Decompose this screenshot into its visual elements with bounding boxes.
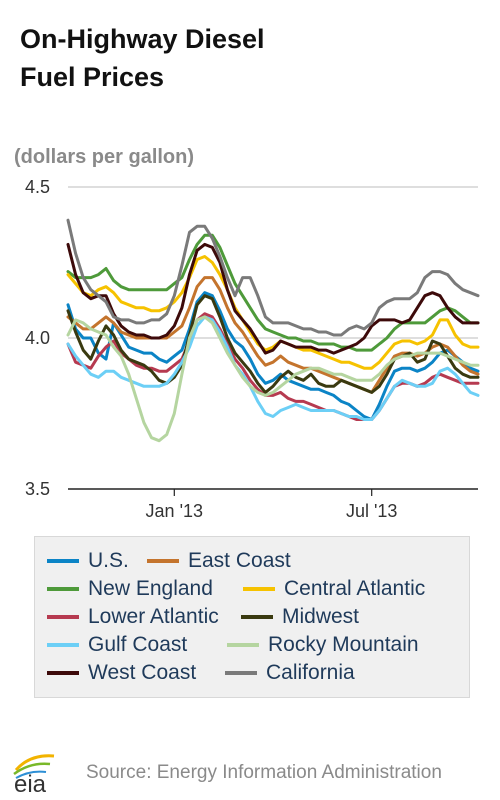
x-tick-label: Jan '13 [146, 501, 203, 521]
legend-swatch [147, 559, 179, 563]
chart-title-line-1: On-Highway Diesel [20, 24, 265, 54]
legend-swatch [225, 671, 257, 675]
series-line-central-atlantic [66, 255, 480, 370]
legend-label: California [266, 661, 355, 684]
legend-label: Lower Atlantic [88, 605, 219, 628]
chart-title-line-2: Fuel Prices [20, 62, 165, 92]
y-tick-label: 4.0 [25, 328, 50, 348]
legend-item: New England [47, 577, 213, 601]
svg-text:eia: eia [14, 771, 47, 796]
axis-layer: 3.5 4.0 4.5 Jan '13 Jul '13 [25, 177, 397, 521]
legend-swatch [47, 587, 79, 591]
y-tick-label: 4.5 [25, 177, 50, 197]
legend-swatch [47, 559, 79, 563]
series-line-west-coast [66, 242, 480, 355]
legend-swatch [47, 615, 79, 619]
legend-swatch [47, 671, 79, 675]
series-line-new-england [66, 233, 480, 352]
legend-item: East Coast [147, 549, 291, 573]
legend-item: Lower Atlantic [47, 605, 219, 629]
legend-swatch [227, 643, 259, 647]
legend-item: Gulf Coast [47, 633, 187, 657]
line-chart: 3.5 4.0 4.5 Jan '13 Jul '13 [25, 177, 480, 521]
legend-label: Gulf Coast [88, 633, 188, 656]
series-line-rocky-mountain [66, 315, 480, 443]
chart-title: On-Highway Diesel Fuel Prices [20, 20, 480, 96]
series-layer [66, 218, 480, 443]
series-line-u-s [66, 291, 480, 421]
legend-item: West Coast [47, 661, 196, 685]
y-axis-unit-label: (dollars per gallon) [14, 146, 195, 168]
chart-legend: U.S. East Coast New England Central Atlanti… [34, 536, 470, 698]
legend-label: Midwest [282, 605, 360, 628]
legend-label: East Coast [188, 549, 291, 572]
legend-item: California [225, 661, 355, 685]
legend-label: Central Atlantic [284, 577, 426, 600]
legend-swatch [47, 643, 79, 647]
eia-logo-icon: eia [13, 754, 55, 796]
grid-layer [68, 186, 478, 490]
series-line-midwest [66, 294, 480, 394]
series-line-lower-atlantic [66, 312, 480, 421]
series-line-gulf-coast [66, 315, 480, 421]
legend-swatch [243, 587, 275, 591]
legend-swatch [241, 615, 273, 619]
legend-item: Central Atlantic [243, 577, 425, 601]
legend-item: U.S. [47, 549, 129, 573]
x-tick-label: Jul '13 [346, 501, 397, 521]
legend-label: West Coast [88, 661, 197, 684]
y-tick-label: 3.5 [25, 479, 50, 499]
legend-label: U.S. [88, 549, 129, 572]
legend-label: New England [88, 577, 213, 600]
legend-item: Midwest [241, 605, 359, 629]
series-line-california [66, 218, 480, 337]
legend-label: Rocky Mountain [268, 633, 419, 656]
legend-item: Rocky Mountain [227, 633, 419, 657]
source-note: Source: Energy Information Administratio… [86, 762, 442, 783]
